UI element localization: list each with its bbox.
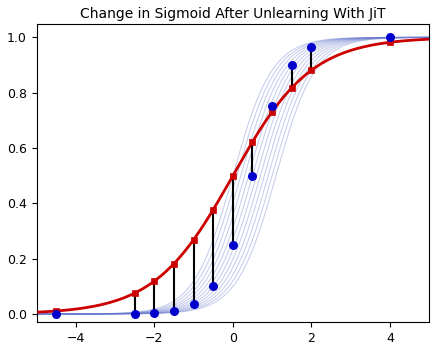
Point (170, 308, 177, 314)
Point (229, 242, 236, 248)
Point (131, 290, 138, 296)
Title: Change in Sigmoid After Unlearning With JiT: Change in Sigmoid After Unlearning With … (80, 7, 385, 21)
Point (131, 311, 138, 316)
Point (151, 278, 158, 284)
Point (249, 139, 256, 145)
Point (190, 301, 197, 307)
Point (288, 85, 295, 90)
Point (53, 311, 60, 317)
Point (308, 68, 315, 73)
Point (190, 237, 197, 243)
Point (269, 109, 276, 114)
Point (386, 39, 393, 45)
Point (269, 103, 276, 109)
Point (210, 284, 217, 289)
Point (386, 34, 393, 40)
Point (210, 207, 217, 212)
Point (308, 44, 315, 50)
Point (53, 308, 60, 314)
Point (151, 310, 158, 316)
Point (249, 173, 256, 178)
Point (288, 62, 295, 68)
Point (170, 261, 177, 266)
Point (229, 173, 236, 178)
